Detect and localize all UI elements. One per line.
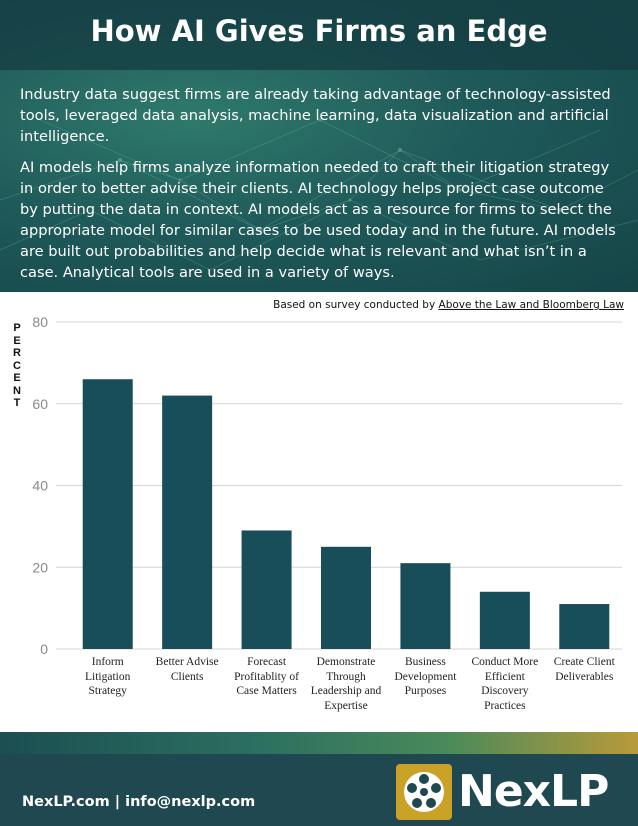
page-title: How AI Gives Firms an Edge [90,14,548,48]
y-tick-label: 40 [32,478,48,494]
bar [559,604,610,649]
x-tick-label: Create Client Deliverables [553,656,615,683]
bar [241,530,292,649]
x-tick-label: Business Development Purposes [394,656,457,697]
contact-info: NexLP.com | info@nexlp.com [22,794,256,810]
source-prefix: Based on survey conducted by [273,299,439,311]
network-background-graphic [0,118,638,271]
x-tick-label: Conduct More Efficient Discovery Practic… [471,656,539,712]
source-note: Based on survey conducted by Above the L… [273,299,624,311]
decorative-gradient-band [0,732,638,754]
body-paragraph: AI models help firms analyze information… [20,159,616,281]
x-tick-label: Inform Litigation Strategy [85,656,131,697]
y-tick-label: 60 [32,396,48,412]
y-tick-label: 0 [40,641,48,657]
y-tick-label: 20 [32,559,48,575]
bar [82,379,133,649]
footer: NexLP.com | info@nexlp.com NexLP [0,754,638,826]
title-bar [0,0,638,70]
reel-icon [396,764,452,820]
bar-chart: Based on survey conducted by Above the L… [0,292,638,732]
x-tick-label: Better Advise Clients [155,656,219,683]
hero-section: How AI Gives Firms an Edge Industry data… [0,0,638,292]
y-tick-label: 80 [32,314,48,330]
logo-wordmark: NexLP [458,766,609,817]
source-link[interactable]: Above the Law and Bloomberg Law [438,299,624,311]
chart-plot-area: 0 20 40 60 80 [32,314,622,657]
bar [321,546,371,649]
bar [400,563,451,649]
bar [162,395,213,649]
x-tick-label: Forecast Profitablity of Case Matters [234,656,299,697]
x-tick-label: Demonstrate Through Leadership and Exper… [310,656,382,712]
bar [479,591,530,649]
nexlp-logo: NexLP [396,764,622,820]
intro-paragraph: Industry data suggest firms are already … [20,86,611,145]
y-axis-label: PERCENT [13,322,21,409]
